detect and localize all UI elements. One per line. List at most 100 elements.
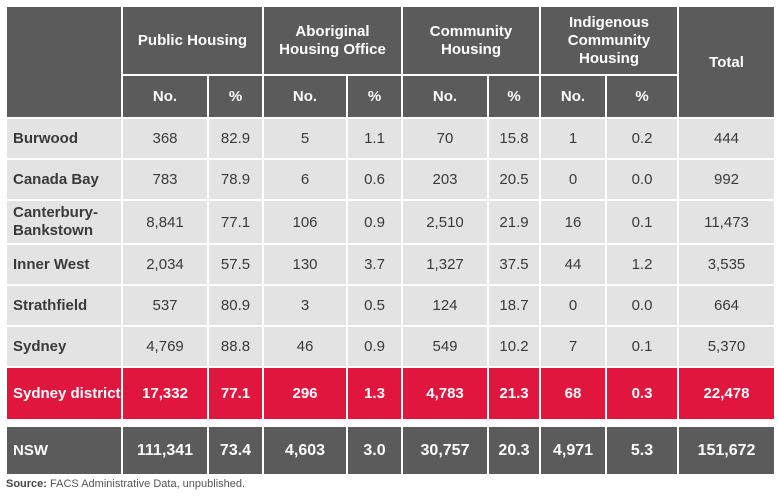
source-note: Source: FACS Administrative Data, unpubl… (6, 478, 245, 490)
district-cell: 68 (541, 368, 605, 419)
table-row: Canterbury-Bankstown 8,841 77.1 106 0.9 … (7, 201, 774, 243)
nsw-cell: 111,341 (123, 427, 207, 474)
table-cell: 106 (264, 201, 346, 243)
table-cell: 80.9 (209, 286, 262, 325)
subheader-no: No. (541, 76, 605, 117)
table-cell-total: 992 (679, 160, 774, 199)
nsw-cell: 3.0 (348, 427, 401, 474)
table-cell: 537 (123, 286, 207, 325)
header-corner (7, 7, 121, 117)
table-cell: 20.5 (489, 160, 539, 199)
housing-table: Public Housing Aboriginal Housing Office… (5, 5, 776, 476)
table-cell: 2,510 (403, 201, 487, 243)
row-label: Burwood (7, 119, 121, 158)
table-cell: 10.2 (489, 327, 539, 366)
table-cell: 549 (403, 327, 487, 366)
nsw-cell: 4,603 (264, 427, 346, 474)
row-label: Strathfield (7, 286, 121, 325)
district-cell: 77.1 (209, 368, 262, 419)
row-gap (7, 421, 774, 425)
nsw-row: NSW 111,341 73.4 4,603 3.0 30,757 20.3 4… (7, 427, 774, 474)
nsw-cell: 20.3 (489, 427, 539, 474)
table-cell: 1.2 (607, 245, 677, 284)
subheader-pct: % (489, 76, 539, 117)
table-cell: 3 (264, 286, 346, 325)
table-cell: 124 (403, 286, 487, 325)
table-cell: 70 (403, 119, 487, 158)
table-cell: 0.6 (348, 160, 401, 199)
table-cell: 88.8 (209, 327, 262, 366)
district-cell: 0.3 (607, 368, 677, 419)
table-cell: 5 (264, 119, 346, 158)
table-row: Canada Bay 783 78.9 6 0.6 203 20.5 0 0.0… (7, 160, 774, 199)
table-cell: 78.9 (209, 160, 262, 199)
nsw-label: NSW (7, 427, 121, 474)
table-cell: 0.0 (607, 160, 677, 199)
nsw-cell: 4,971 (541, 427, 605, 474)
table-cell: 0.0 (607, 286, 677, 325)
table-cell: 1 (541, 119, 605, 158)
table-cell: 0.1 (607, 201, 677, 243)
subheader-no: No. (123, 76, 207, 117)
table-cell: 0.9 (348, 327, 401, 366)
subheader-no: No. (264, 76, 346, 117)
table-cell: 1,327 (403, 245, 487, 284)
district-cell: 296 (264, 368, 346, 419)
table-cell: 0.2 (607, 119, 677, 158)
table-cell: 37.5 (489, 245, 539, 284)
table-cell: 783 (123, 160, 207, 199)
table-cell: 44 (541, 245, 605, 284)
table-row: Sydney 4,769 88.8 46 0.9 549 10.2 7 0.1 … (7, 327, 774, 366)
table-cell: 3.7 (348, 245, 401, 284)
table-cell: 0.5 (348, 286, 401, 325)
table-cell: 82.9 (209, 119, 262, 158)
group-header-indigenous-community-housing: Indigenous Community Housing (541, 7, 677, 74)
group-header-community-housing: Community Housing (403, 7, 539, 74)
table-cell-total: 5,370 (679, 327, 774, 366)
table-cell: 1.1 (348, 119, 401, 158)
nsw-cell: 5.3 (607, 427, 677, 474)
row-label: Canterbury-Bankstown (7, 201, 121, 243)
table-row: Burwood 368 82.9 5 1.1 70 15.8 1 0.2 444 (7, 119, 774, 158)
table-cell: 0 (541, 286, 605, 325)
table-cell: 203 (403, 160, 487, 199)
nsw-cell: 73.4 (209, 427, 262, 474)
district-cell: 1.3 (348, 368, 401, 419)
table-cell-total: 3,535 (679, 245, 774, 284)
source-text: FACS Administrative Data, unpublished. (46, 478, 246, 490)
table-cell: 21.9 (489, 201, 539, 243)
total-header: Total (679, 7, 774, 117)
table-row: Strathfield 537 80.9 3 0.5 124 18.7 0 0.… (7, 286, 774, 325)
district-cell: 17,332 (123, 368, 207, 419)
source-label: Source: (6, 478, 47, 490)
table-cell-total: 444 (679, 119, 774, 158)
table-cell: 46 (264, 327, 346, 366)
row-label: Sydney (7, 327, 121, 366)
table-cell: 0.9 (348, 201, 401, 243)
table-cell: 0.1 (607, 327, 677, 366)
table-cell: 77.1 (209, 201, 262, 243)
table-cell: 18.7 (489, 286, 539, 325)
table-cell: 0 (541, 160, 605, 199)
nsw-cell-total: 151,672 (679, 427, 774, 474)
table-cell: 6 (264, 160, 346, 199)
table-cell: 15.8 (489, 119, 539, 158)
subheader-no: No. (403, 76, 487, 117)
row-label: Canada Bay (7, 160, 121, 199)
table-row: Inner West 2,034 57.5 130 3.7 1,327 37.5… (7, 245, 774, 284)
group-header-public-housing: Public Housing (123, 7, 262, 74)
table-cell: 7 (541, 327, 605, 366)
subheader-pct: % (607, 76, 677, 117)
district-label: Sydney district (7, 368, 121, 419)
table-cell: 4,769 (123, 327, 207, 366)
table-cell: 130 (264, 245, 346, 284)
district-cell: 21.3 (489, 368, 539, 419)
district-row: Sydney district 17,332 77.1 296 1.3 4,78… (7, 368, 774, 419)
table-cell: 16 (541, 201, 605, 243)
group-header-aboriginal-housing-office: Aboriginal Housing Office (264, 7, 401, 74)
table-cell: 8,841 (123, 201, 207, 243)
table-cell: 368 (123, 119, 207, 158)
district-cell-total: 22,478 (679, 368, 774, 419)
nsw-cell: 30,757 (403, 427, 487, 474)
